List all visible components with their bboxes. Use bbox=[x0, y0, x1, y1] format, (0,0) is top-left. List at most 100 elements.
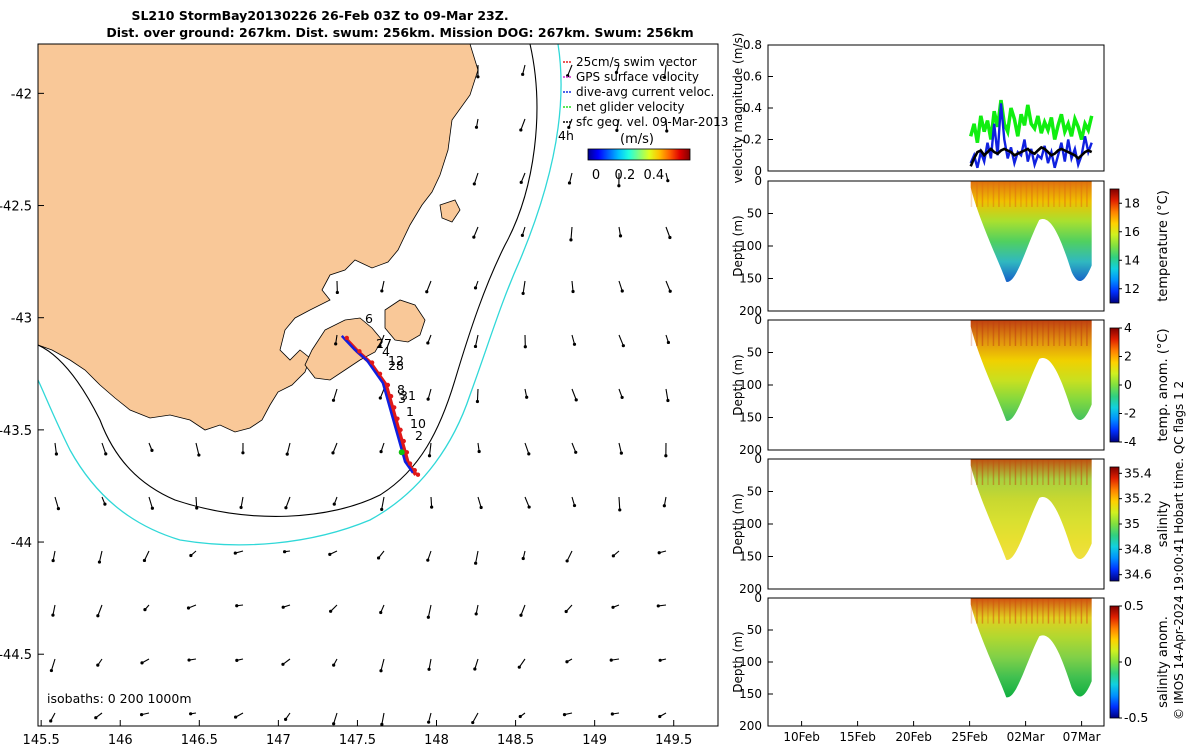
velocity-vector-head bbox=[234, 715, 238, 719]
x-tick-label: 15Feb bbox=[839, 730, 876, 744]
colorbar-tick-label: 0.4 bbox=[643, 168, 664, 183]
y-tick-label: 0 bbox=[754, 164, 762, 178]
velocity-vector-head bbox=[658, 714, 662, 719]
x-tick-label: 25Feb bbox=[951, 730, 988, 744]
velocity-vector-head bbox=[569, 238, 573, 242]
velocity-vector bbox=[520, 172, 526, 183]
velocity-vector-head bbox=[150, 506, 154, 510]
heatmap-texture bbox=[1080, 598, 1083, 624]
velocity-vector-head bbox=[376, 556, 381, 560]
velocity-vector bbox=[473, 172, 479, 185]
heatmap-texture bbox=[1075, 598, 1077, 624]
heatmap-texture bbox=[1047, 459, 1050, 485]
velocity-vector-head bbox=[54, 452, 59, 456]
waypoint-label: 6 bbox=[365, 311, 373, 326]
velocity-vector bbox=[426, 280, 432, 292]
speed-colorbar: 0 0.2 0.4 bbox=[587, 148, 691, 183]
velocity-vector-head bbox=[473, 344, 478, 349]
velocity-vector-head bbox=[331, 398, 336, 402]
colorbar-label: temperature (°C) bbox=[1156, 190, 1171, 302]
track-point bbox=[344, 335, 349, 341]
velocity-series-line bbox=[969, 103, 1093, 170]
colorbar-tick-label: 0 bbox=[1124, 654, 1132, 669]
velocity-vector bbox=[332, 442, 338, 454]
y-tick-label: 100 bbox=[739, 239, 762, 253]
heatmap-texture bbox=[1014, 320, 1017, 346]
heatmap-panel: 0 50 100 150 200 Depth (m) 34.6 34.8 35 35.2 35.4 s… bbox=[731, 452, 1171, 596]
velocity-vector-head bbox=[380, 722, 384, 726]
velocity-vector-head bbox=[664, 454, 668, 458]
velocity-series-line bbox=[969, 145, 1093, 167]
velocity-vector-head bbox=[518, 714, 522, 719]
velocity-series-line bbox=[969, 99, 1094, 144]
colorbar-bar bbox=[587, 148, 691, 161]
velocity-vector bbox=[379, 334, 385, 347]
velocity-vector-head bbox=[281, 662, 285, 666]
velocity-vector-head bbox=[427, 454, 432, 458]
isobaths-label: isobaths: 0 200 1000m bbox=[47, 691, 192, 706]
colorbar-tick-label: 4 bbox=[1124, 320, 1132, 335]
velocity-vector-head bbox=[332, 663, 336, 667]
waypoint-label: 31 bbox=[400, 388, 416, 403]
heatmap-texture bbox=[1036, 459, 1039, 485]
velocity-vector-head bbox=[239, 505, 243, 510]
heatmap-texture bbox=[1069, 181, 1072, 207]
velocity-vector-head bbox=[49, 719, 53, 723]
velocity-vector bbox=[285, 496, 291, 508]
velocity-vector bbox=[430, 496, 433, 508]
heatmap-panel: 0 50 100 150 200 Depth (m) -0.5 0 0.5 salinity an… bbox=[731, 591, 1171, 733]
velocity-vector-head bbox=[51, 613, 55, 617]
velocity-vector-head bbox=[241, 451, 245, 455]
velocity-vector-head bbox=[282, 550, 287, 554]
y-tick-label: 100 bbox=[739, 378, 762, 392]
velocity-vector bbox=[427, 604, 432, 618]
velocity-vector bbox=[195, 442, 200, 456]
velocity-vector-head bbox=[567, 181, 572, 185]
velocity-vector bbox=[472, 712, 479, 723]
heatmap-texture bbox=[1031, 459, 1033, 485]
velocity-vector-head bbox=[187, 658, 191, 662]
waypoint-label: 2 bbox=[415, 428, 423, 443]
velocity-vector bbox=[524, 496, 530, 508]
heatmap-texture bbox=[1086, 320, 1088, 346]
velocity-vector-head bbox=[617, 184, 621, 188]
colorbar-tick-label: -2 bbox=[1124, 406, 1136, 421]
heatmap-texture bbox=[992, 320, 995, 346]
velocity-vector bbox=[54, 442, 57, 455]
heatmap-texture bbox=[1069, 320, 1072, 346]
heatmap-colorbar bbox=[1109, 188, 1120, 304]
heatmap-texture bbox=[1031, 598, 1033, 624]
velocity-vector-head bbox=[104, 452, 108, 456]
velocity-vector-head bbox=[378, 396, 382, 400]
y-tick-label: -44.5 bbox=[0, 648, 32, 663]
velocity-vector-head bbox=[332, 502, 336, 506]
x-tick-label: 148.5 bbox=[497, 733, 534, 748]
y-tick-label: 0 bbox=[754, 174, 762, 188]
velocity-vector-head bbox=[665, 129, 669, 133]
velocity-vector-head bbox=[473, 286, 478, 290]
velocity-vector-head bbox=[521, 556, 525, 561]
velocity-vector bbox=[571, 280, 574, 292]
velocity-vector-head bbox=[235, 604, 239, 608]
velocity-vector-head bbox=[380, 507, 384, 511]
velocity-vector bbox=[428, 658, 432, 670]
colorbar-tick-label: 0.5 bbox=[1124, 598, 1144, 613]
track-point bbox=[412, 468, 417, 473]
heatmap-texture bbox=[1003, 459, 1006, 485]
velocity-vector bbox=[665, 388, 669, 401]
velocity-vector-head bbox=[668, 289, 672, 293]
velocity-vector-head bbox=[609, 658, 613, 662]
y-tick-label: 0 bbox=[754, 591, 762, 605]
track-point bbox=[357, 349, 362, 354]
velocity-vector bbox=[520, 604, 526, 616]
velocity-vector bbox=[616, 118, 620, 131]
y-tick-label: 50 bbox=[747, 207, 762, 221]
heatmap-texture bbox=[1025, 181, 1028, 207]
velocity-vector-head bbox=[335, 290, 339, 295]
velocity-vector-head bbox=[51, 558, 55, 563]
velocity-vector-head bbox=[520, 233, 524, 237]
heatmap-texture bbox=[1031, 181, 1033, 207]
velocity-vector-head bbox=[425, 290, 429, 294]
velocity-vector-head bbox=[379, 610, 383, 615]
velocity-vector bbox=[571, 334, 576, 345]
